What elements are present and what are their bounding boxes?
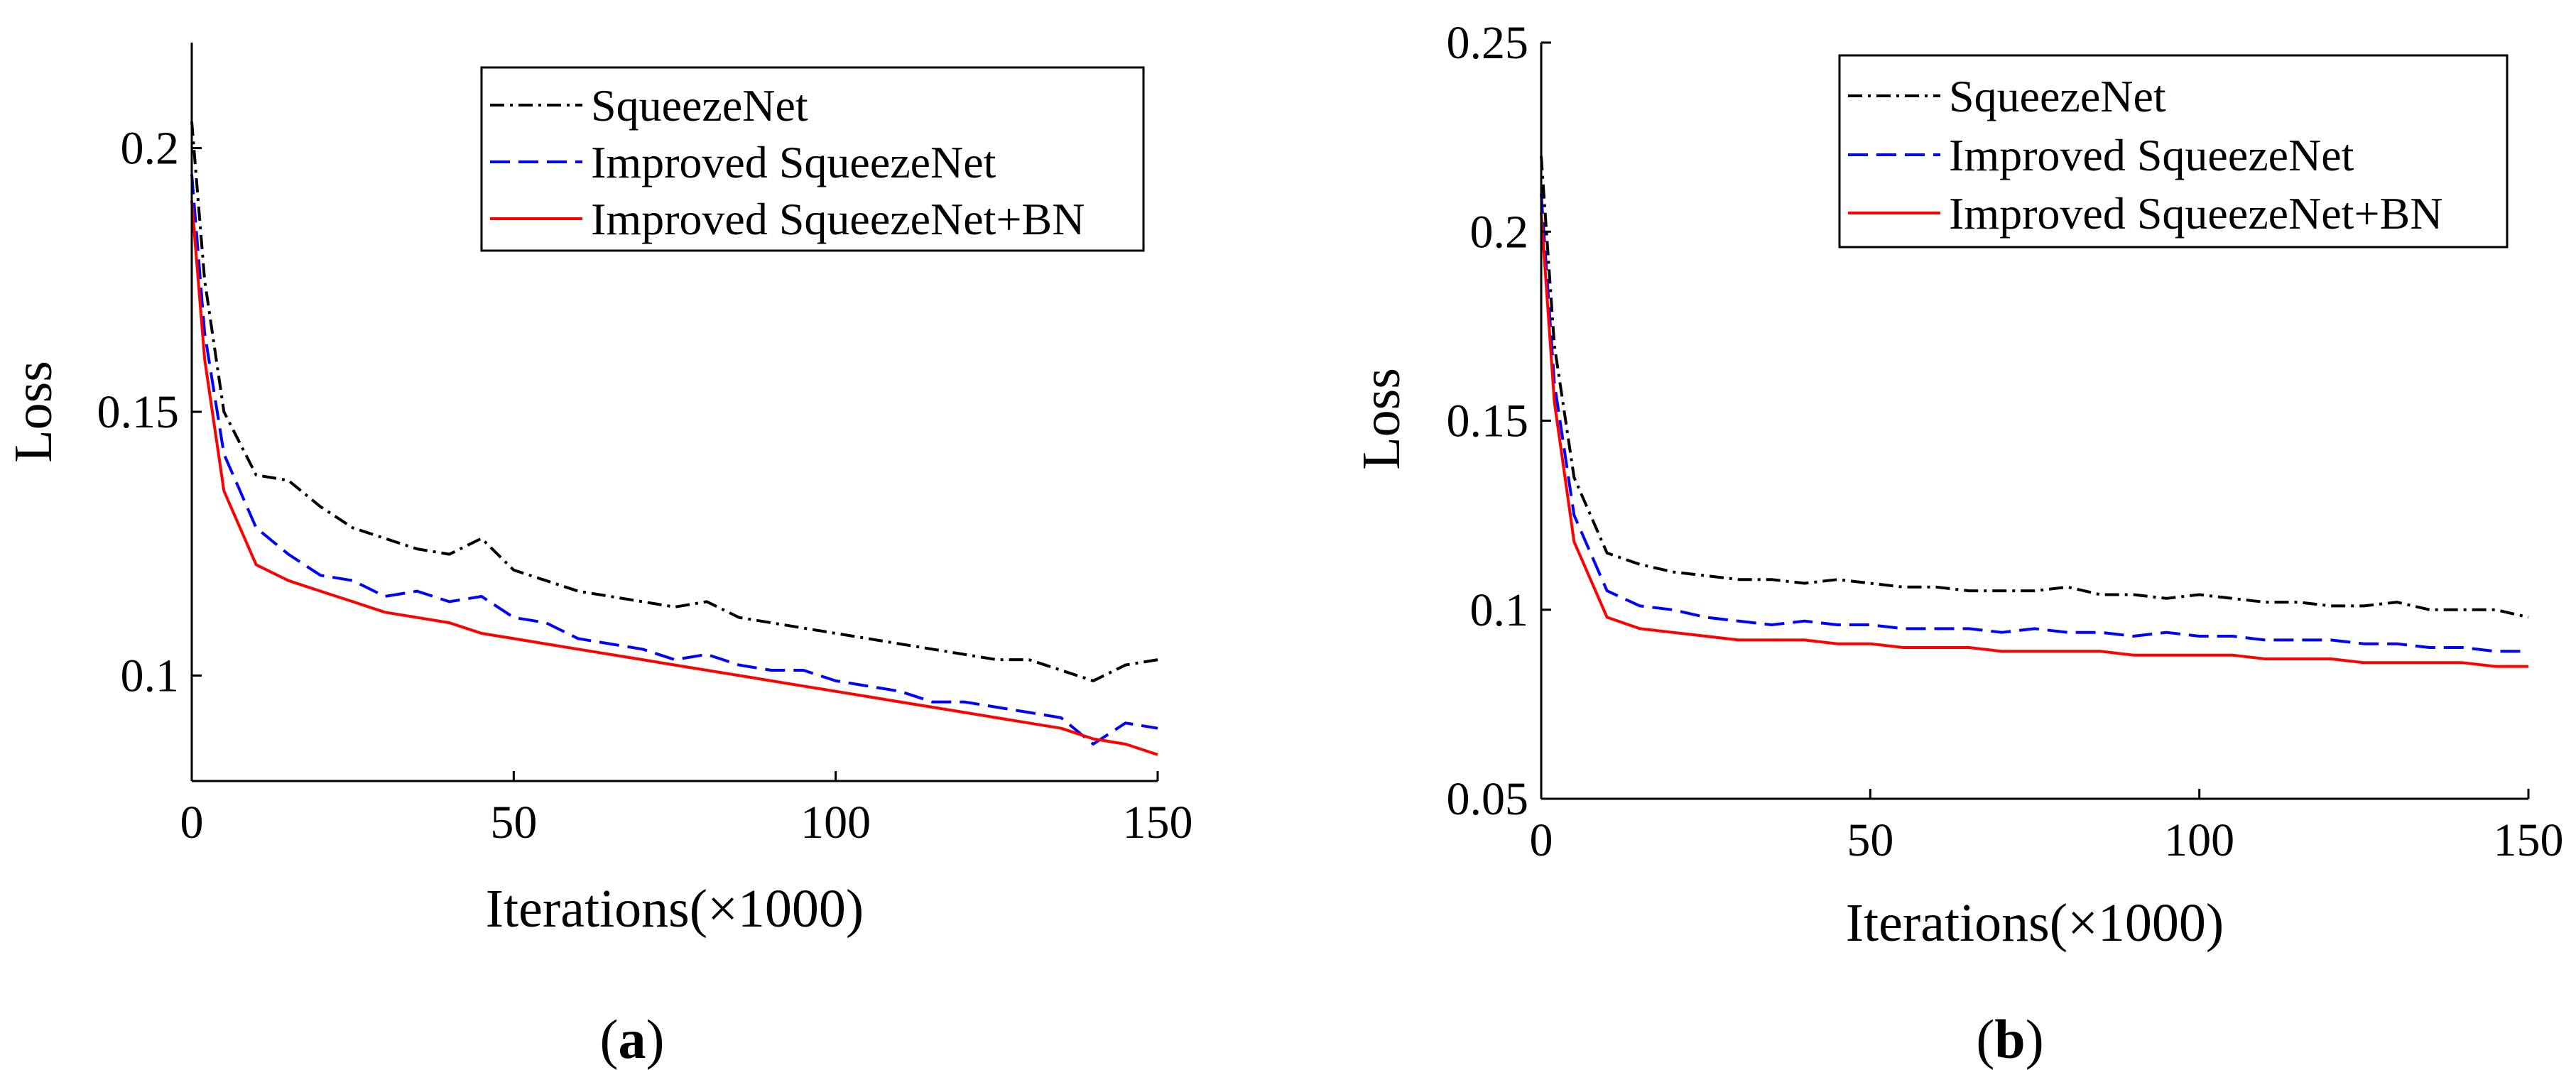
panel-a-x-axis-label: Iterations(×1000) xyxy=(486,879,864,939)
panel-a-y-tick-label: 0.2 xyxy=(121,123,180,175)
panel-a-x-tick-label: 100 xyxy=(800,797,871,848)
panel-b-legend-label-improved: Improved SqueezeNet xyxy=(1949,130,2354,180)
panel-a-legend-label-squeezenet: SqueezeNet xyxy=(591,80,808,131)
panel-b-series-line-1 xyxy=(1540,193,2528,653)
caption-b-letter: b xyxy=(1994,1008,2025,1070)
chart-panel-b: 0 50 100 150 0.05 0.1 0.15 0.2 0.25 Loss Iterati… xyxy=(1352,17,2564,1070)
panel-a-legend-label-improved: Improved SqueezeNet xyxy=(591,137,996,187)
caption-a: (a) xyxy=(600,1008,665,1070)
caption-b-close: ) xyxy=(2026,1008,2044,1070)
panel-b-x-tick-label: 0 xyxy=(1530,814,1553,866)
panel-a-y-axis-label: Loss xyxy=(4,361,63,463)
panel-b-y-tick-label: 0.25 xyxy=(1447,17,1529,69)
panel-b-series xyxy=(1540,155,2529,668)
panel-a-y-tick-label: 0.1 xyxy=(121,650,180,701)
panel-a-x-tick-label: 50 xyxy=(490,797,537,848)
panel-a-series-line-2 xyxy=(190,200,1158,756)
caption-b-open: ( xyxy=(1976,1008,1994,1070)
panel-b-y-tick-label: 0.2 xyxy=(1470,206,1529,258)
panel-b-x-axis-label: Iterations(×1000) xyxy=(1846,893,2224,953)
caption-a-open: ( xyxy=(600,1008,619,1070)
panel-b-series-line-2 xyxy=(1540,212,2528,668)
panel-a-legend: SqueezeNet Improved SqueezeNet Improved … xyxy=(480,66,1145,252)
panel-b-legend-label-squeezenet: SqueezeNet xyxy=(1949,71,2166,121)
panel-b-y-tick-label: 0.15 xyxy=(1447,395,1529,447)
panel-b-x-tick-label: 150 xyxy=(2494,814,2564,866)
panel-b-legend: SqueezeNet Improved SqueezeNet Improved … xyxy=(1838,54,2509,249)
caption-a-letter: a xyxy=(619,1008,646,1070)
caption-b: (b) xyxy=(1976,1008,2043,1070)
panel-a-x-tick-label: 0 xyxy=(180,797,204,848)
panel-b-legend-label-improved-bn: Improved SqueezeNet+BN xyxy=(1949,188,2442,239)
panel-b-legend-box xyxy=(1838,54,2509,249)
panel-a-y-tick-label: 0.15 xyxy=(97,386,180,438)
chart-panel-a: 0 50 100 150 0.1 0.15 0.2 Loss Iterations(×100… xyxy=(4,43,1193,1070)
panel-b-y-tick-label: 0.05 xyxy=(1447,773,1529,825)
panel-a-legend-label-improved-bn: Improved SqueezeNet+BN xyxy=(591,194,1085,244)
panel-a-ticks: 0 50 100 150 0.1 0.15 0.2 xyxy=(97,123,1193,848)
panel-b-x-tick-label: 50 xyxy=(1847,814,1893,866)
panel-a-series xyxy=(190,121,1158,756)
panel-b-x-tick-label: 100 xyxy=(2164,814,2234,866)
panel-a-legend-box xyxy=(480,66,1145,252)
panel-a-x-tick-label: 150 xyxy=(1123,797,1193,848)
panel-b-y-tick-label: 0.1 xyxy=(1470,584,1529,636)
panel-a-series-line-0 xyxy=(190,121,1158,682)
caption-a-close: ) xyxy=(646,1008,665,1070)
panel-b-ticks: 0 50 100 150 0.05 0.1 0.15 0.2 0.25 xyxy=(1447,17,2564,866)
panel-b-y-axis-label: Loss xyxy=(1352,368,1411,470)
panel-a-series-line-1 xyxy=(190,174,1158,746)
